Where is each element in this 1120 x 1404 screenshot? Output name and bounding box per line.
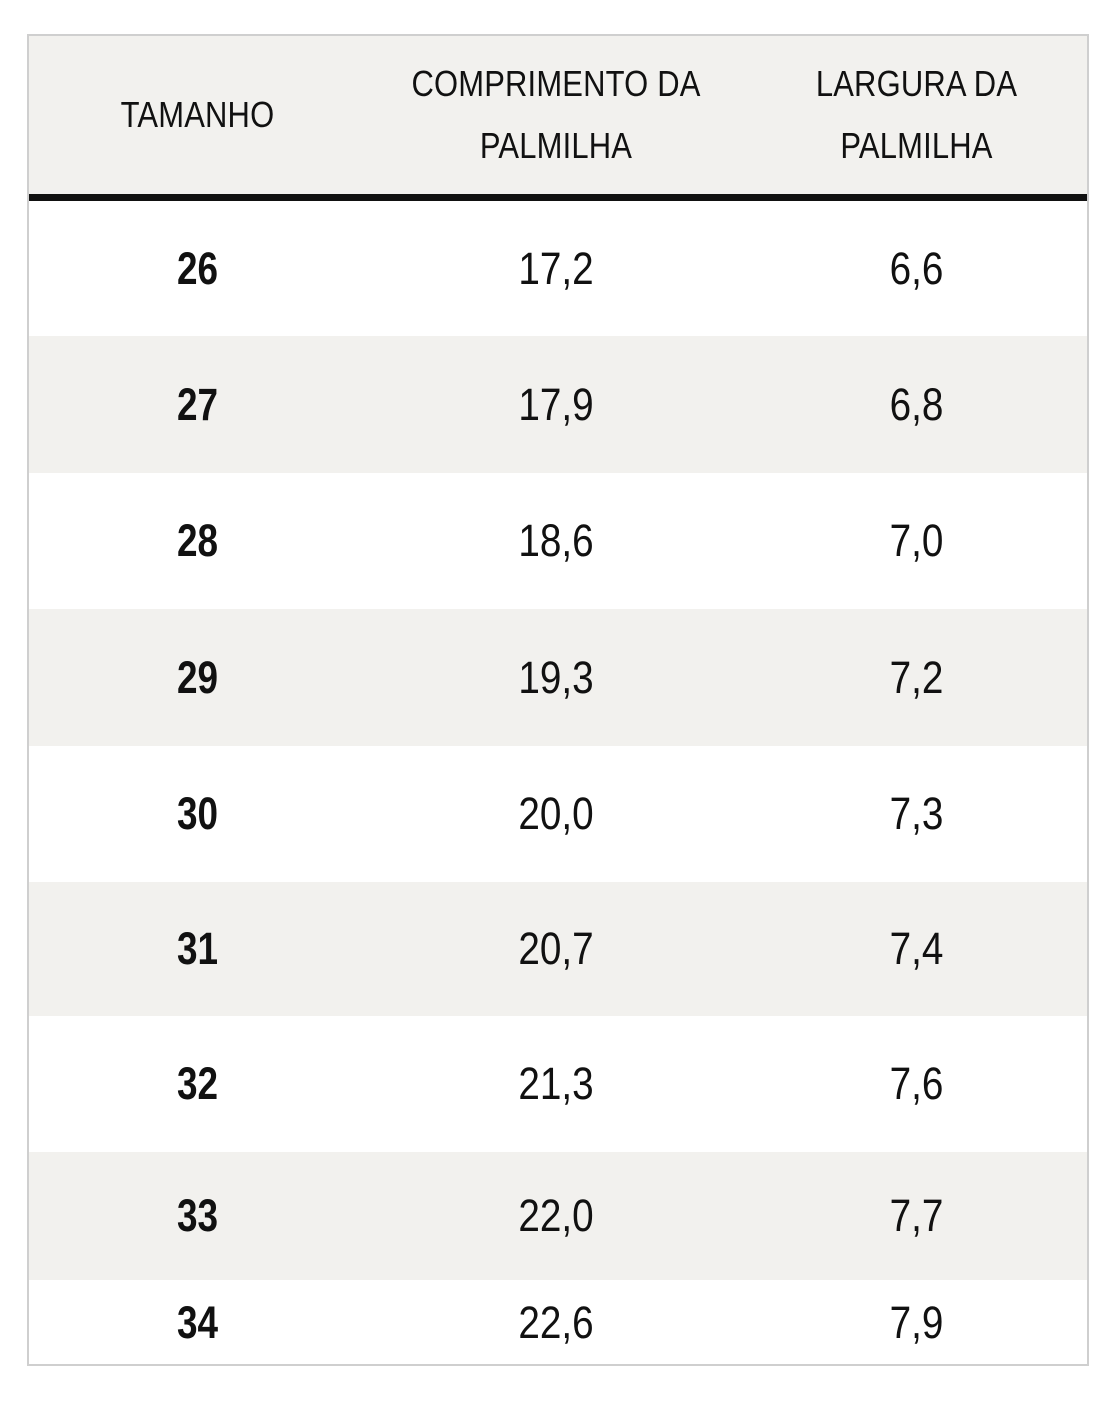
table-row: 29 19,3 7,2 <box>29 609 1087 746</box>
insole-length-cell: 17,9 <box>518 378 594 430</box>
size-cell: 26 <box>176 242 219 294</box>
header-size-label: TAMANHO <box>120 94 275 135</box>
size-cell: 30 <box>176 788 219 839</box>
header-insole-length-line-1: COMPRIMENTO DA <box>411 63 701 104</box>
table-row: 30 20,0 7,3 <box>29 746 1087 882</box>
table-row: 32 21,3 7,6 <box>29 1016 1087 1152</box>
size-cell: 33 <box>176 1190 219 1241</box>
header-insole-length: COMPRIMENTO DA PALMILHA <box>393 36 720 194</box>
insole-width-cell: 6,6 <box>889 242 944 294</box>
insole-length-cell: 22,6 <box>518 1297 594 1348</box>
table-row: 34 22,6 7,9 <box>29 1280 1087 1366</box>
size-cell: 31 <box>176 923 219 974</box>
insole-width-cell: 7,6 <box>889 1058 944 1109</box>
insole-width-cell: 7,7 <box>889 1190 944 1241</box>
insole-length-cell: 19,3 <box>518 651 594 703</box>
table-row: 27 17,9 6,8 <box>29 336 1087 473</box>
table-row: 26 17,2 6,6 <box>29 201 1087 336</box>
insole-width-cell: 7,9 <box>889 1297 944 1348</box>
insole-length-cell: 18,6 <box>518 515 594 566</box>
insole-length-cell: 20,7 <box>518 923 594 974</box>
table-header: TAMANHO COMPRIMENTO DA PALMILHA LARGURA … <box>29 36 1087 201</box>
insole-length-cell: 22,0 <box>518 1190 594 1241</box>
size-cell: 28 <box>176 515 219 566</box>
size-cell: 34 <box>176 1297 219 1348</box>
size-cell: 27 <box>176 378 219 430</box>
table-row: 28 18,6 7,0 <box>29 473 1087 609</box>
size-cell: 32 <box>176 1058 219 1109</box>
size-cell: 29 <box>176 651 219 703</box>
header-insole-length-line-2: PALMILHA <box>479 125 633 166</box>
size-table: TAMANHO COMPRIMENTO DA PALMILHA LARGURA … <box>27 34 1089 1366</box>
insole-width-cell: 7,3 <box>889 788 944 839</box>
insole-width-cell: 7,0 <box>889 515 944 566</box>
header-size: TAMANHO <box>53 36 343 194</box>
table-row: 31 20,7 7,4 <box>29 882 1087 1016</box>
header-insole-width-line-2: PALMILHA <box>840 125 993 166</box>
header-insole-width: LARGURA DA PALMILHA <box>770 36 1063 194</box>
insole-length-cell: 17,2 <box>518 242 594 294</box>
insole-width-cell: 7,2 <box>889 651 944 703</box>
insole-width-cell: 7,4 <box>889 923 944 974</box>
insole-length-cell: 21,3 <box>518 1058 594 1109</box>
header-insole-width-line-1: LARGURA DA <box>815 63 1018 104</box>
insole-width-cell: 6,8 <box>889 378 944 430</box>
table-row: 33 22,0 7,7 <box>29 1152 1087 1280</box>
insole-length-cell: 20,0 <box>518 788 594 839</box>
